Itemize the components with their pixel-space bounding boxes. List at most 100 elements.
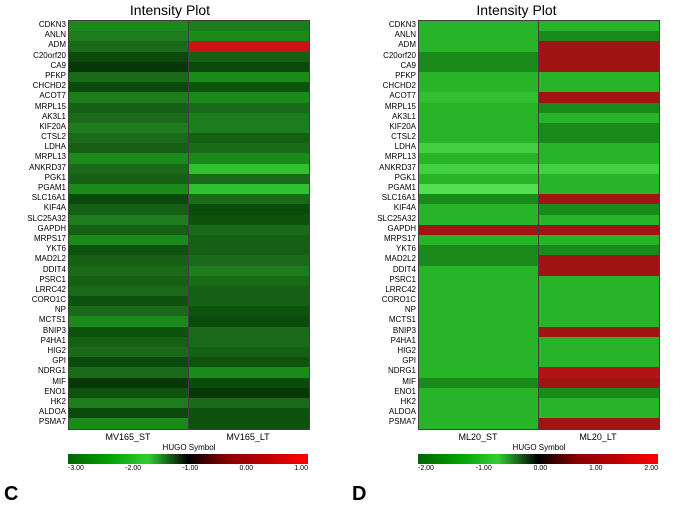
legend-tick: 0.00 [534, 465, 548, 472]
heat-row [419, 184, 659, 194]
panel-d-title: Intensity Plot [350, 2, 683, 18]
heat-row [419, 378, 659, 388]
heat-cell [189, 418, 309, 428]
heat-cell [539, 41, 659, 51]
col-label: MV165_LT [188, 432, 308, 442]
heat-cell [419, 113, 539, 123]
heat-cell [189, 164, 309, 174]
heat-row [69, 398, 309, 408]
heat-cell [419, 316, 539, 326]
heat-cell [69, 164, 189, 174]
heat-row [69, 113, 309, 123]
gene-label: ADM [398, 40, 416, 50]
gene-label: HK2 [400, 397, 416, 407]
gene-label: MCTS1 [39, 315, 66, 325]
panel-d-legend-ticks: -2.00-1.000.001.002.00 [418, 465, 658, 472]
heat-cell [419, 164, 539, 174]
heat-cell [539, 21, 659, 31]
heat-cell [419, 286, 539, 296]
gene-label: MRPL13 [35, 152, 66, 162]
heat-cell [189, 194, 309, 204]
heat-row [69, 41, 309, 51]
gene-label: P4HA1 [391, 336, 416, 346]
heat-cell [189, 21, 309, 31]
gene-label: NDRG1 [38, 366, 66, 376]
heat-cell [69, 215, 189, 225]
gene-label: CA9 [400, 61, 416, 71]
gene-label: CORO1C [382, 295, 416, 305]
heat-cell [539, 164, 659, 174]
heat-row [419, 367, 659, 377]
gene-label: HK2 [50, 397, 66, 407]
heat-row [419, 21, 659, 31]
heat-cell [189, 143, 309, 153]
legend-tick: 1.00 [589, 465, 603, 472]
heat-cell [189, 255, 309, 265]
heat-cell [539, 276, 659, 286]
heat-cell [539, 31, 659, 41]
heat-row [419, 62, 659, 72]
heat-cell [539, 204, 659, 214]
heat-cell [539, 398, 659, 408]
heat-cell [539, 225, 659, 235]
heat-cell [189, 337, 309, 347]
heat-row [419, 143, 659, 153]
heat-cell [419, 266, 539, 276]
gene-label: MAD2L2 [35, 254, 66, 264]
heat-row [69, 72, 309, 82]
heat-row [419, 153, 659, 163]
heat-cell [539, 235, 659, 245]
heat-row [69, 174, 309, 184]
panel-c-gene-labels: CDKN3ANLNADMC20orf20CA9PFKPCHCHD2ACOT7MR… [0, 20, 68, 472]
heat-cell [69, 296, 189, 306]
heat-cell [419, 398, 539, 408]
heat-cell [189, 378, 309, 388]
heat-cell [69, 337, 189, 347]
heat-row [419, 164, 659, 174]
heat-cell [419, 31, 539, 41]
gene-label: MRPL15 [35, 102, 66, 112]
heat-cell [69, 378, 189, 388]
heat-cell [419, 92, 539, 102]
heat-cell [189, 52, 309, 62]
heat-cell [419, 225, 539, 235]
heat-cell [69, 153, 189, 163]
gene-label: YKT6 [46, 244, 66, 254]
gene-label: CDKN3 [389, 20, 416, 30]
gene-label: GPI [402, 356, 416, 366]
heat-cell [539, 266, 659, 276]
heat-cell [69, 194, 189, 204]
heat-row [69, 286, 309, 296]
heat-cell [419, 82, 539, 92]
gene-label: KIF20A [389, 122, 416, 132]
gene-label: LRRC42 [385, 285, 416, 295]
heat-cell [539, 418, 659, 428]
heat-cell [539, 92, 659, 102]
heat-row [69, 153, 309, 163]
heat-cell [69, 184, 189, 194]
heat-cell [69, 398, 189, 408]
heat-cell [189, 133, 309, 143]
heat-cell [419, 21, 539, 31]
heat-cell [419, 235, 539, 245]
heat-cell [539, 174, 659, 184]
panel-d-col-labels: ML20_STML20_LT [418, 432, 660, 442]
panel-d-axis-label: HUGO Symbol [418, 443, 660, 452]
heat-cell [69, 82, 189, 92]
heat-row [69, 225, 309, 235]
gene-label: SLC16A1 [32, 193, 66, 203]
heat-cell [419, 245, 539, 255]
heat-row [69, 82, 309, 92]
heat-cell [189, 367, 309, 377]
heat-row [69, 194, 309, 204]
heat-row [419, 296, 659, 306]
heat-cell [189, 92, 309, 102]
col-label: MV165_ST [68, 432, 188, 442]
gene-label: BNIP3 [393, 326, 416, 336]
gene-label: CA9 [50, 61, 66, 71]
heat-row [419, 52, 659, 62]
heat-cell [69, 143, 189, 153]
heat-cell [189, 113, 309, 123]
heat-cell [539, 337, 659, 347]
heat-row [69, 103, 309, 113]
